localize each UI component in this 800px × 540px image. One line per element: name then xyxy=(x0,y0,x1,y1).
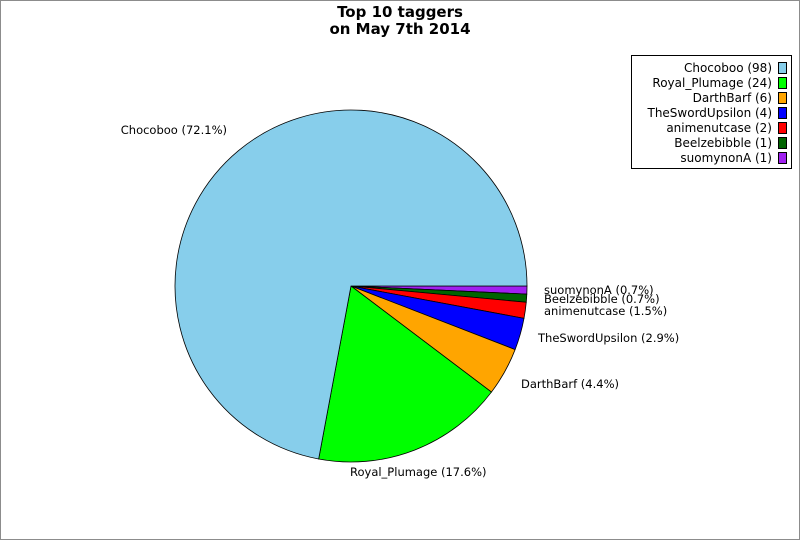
chart-title-line-2: on May 7th 2014 xyxy=(329,20,471,38)
chart-title-line-1: Top 10 taggers xyxy=(337,3,463,21)
legend-label: animenutcase (2) xyxy=(666,120,772,135)
slice-label-theswordupsilon: TheSwordUpsilon (2.9%) xyxy=(537,331,679,345)
legend-swatch xyxy=(778,136,787,149)
legend-item-theswordupsilon: TheSwordUpsilon (4) xyxy=(647,105,787,120)
slice-label-suomynona: suomynonA (0.7%) xyxy=(544,283,654,297)
legend-label: suomynonA (1) xyxy=(680,150,772,165)
slice-label-royal-plumage: Royal_Plumage (17.6%) xyxy=(350,465,487,479)
slice-label-chocoboo: Chocoboo (72.1%) xyxy=(121,123,227,137)
legend-item-animenutcase: animenutcase (2) xyxy=(666,120,787,135)
legend-item-chocoboo: Chocoboo (98) xyxy=(684,60,787,75)
legend-item-darthbarf: DarthBarf (6) xyxy=(693,90,787,105)
pie-slices xyxy=(174,109,528,463)
legend-swatch xyxy=(778,106,787,119)
legend-swatch xyxy=(778,61,787,74)
legend-swatch xyxy=(778,151,787,164)
legend-label: TheSwordUpsilon (4) xyxy=(647,105,772,120)
legend-swatch xyxy=(778,121,787,134)
slice-label-animenutcase: animenutcase (1.5%) xyxy=(544,304,667,318)
legend-swatch xyxy=(778,76,787,89)
pie-slice-chocoboo xyxy=(174,109,528,460)
legend-label: Beelzebibble (1) xyxy=(674,135,772,150)
legend-item-suomynona: suomynonA (1) xyxy=(680,150,787,165)
legend-label: DarthBarf (6) xyxy=(692,90,772,105)
chart-title: Top 10 taggers on May 7th 2014 xyxy=(1,4,799,38)
slice-label-beelzebibble: Beelzebibble (0.7%) xyxy=(544,292,660,306)
slice-label-darthbarf: DarthBarf (4.4%) xyxy=(521,377,619,391)
legend-label: Royal_Plumage (24) xyxy=(652,75,772,90)
legend-swatch xyxy=(778,91,787,104)
legend-label: Chocoboo (98) xyxy=(683,60,772,75)
chart-legend: Chocoboo (98) Royal_Plumage (24) DarthBarf… xyxy=(631,55,792,169)
pie-slice-royal-plumage xyxy=(318,285,493,463)
legend-item-royal-plumage: Royal_Plumage (24) xyxy=(652,75,787,90)
legend-item-beelzebibble: Beelzebibble (1) xyxy=(674,135,787,150)
pie-slice-labels: Chocoboo (72.1%) Royal_Plumage (17.6%) Dar… xyxy=(121,123,679,479)
